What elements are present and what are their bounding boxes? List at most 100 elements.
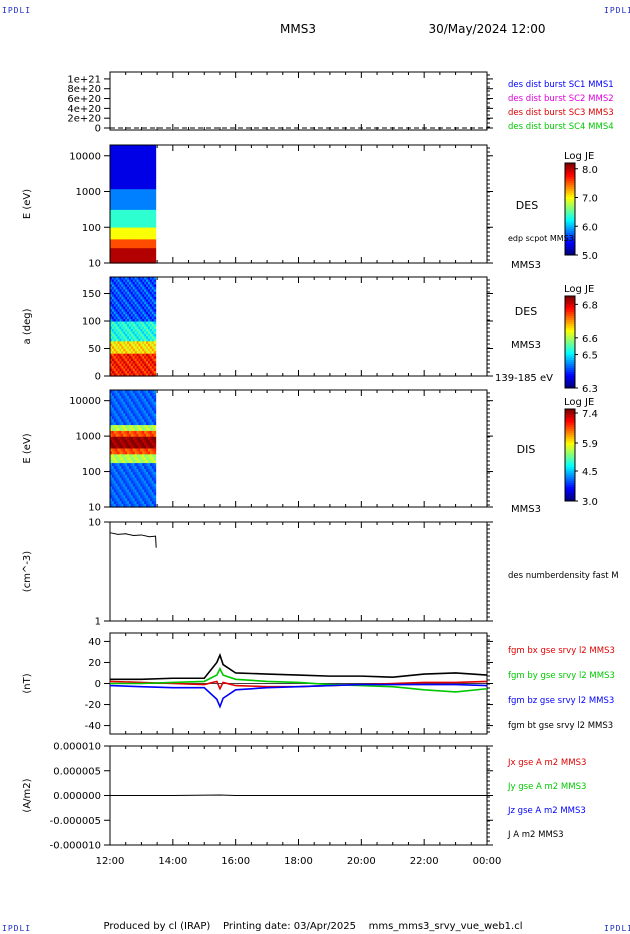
des-pitch-cell — [117, 356, 121, 360]
dis-energy-cell — [130, 492, 134, 496]
dis-energy-cell — [138, 401, 141, 406]
dis-energy-cell — [142, 442, 145, 447]
des-energy-cell — [121, 224, 124, 229]
dis-energy-cell — [119, 430, 122, 435]
dis-energy-cell — [149, 498, 153, 502]
des-pitch-cell — [140, 316, 143, 320]
dis-energy-cell — [153, 480, 157, 485]
des-energy-cell — [119, 171, 122, 176]
des-energy-cell — [130, 260, 134, 264]
dis-energy-cell — [153, 504, 157, 508]
des-pitch-cell — [110, 348, 113, 352]
dis-energy-cell — [117, 466, 121, 470]
dis-energy-cell — [111, 433, 115, 438]
des-energy-cell — [127, 165, 130, 170]
des-pitch-cell — [140, 363, 143, 367]
des-pitch-cell — [117, 336, 121, 340]
des-pitch-cell — [115, 277, 119, 281]
dis-energy-cell — [134, 466, 138, 470]
des-pitch-cell — [149, 366, 153, 370]
dis-energy-cell — [121, 460, 124, 464]
dis-energy-cell — [111, 392, 115, 397]
des-energy-cell — [149, 198, 153, 202]
des-pitch-cell — [151, 333, 155, 337]
des-pitch-cell — [151, 346, 155, 350]
dis-energy-cell — [123, 495, 126, 499]
fgm-b-ytick-label: -20 — [85, 700, 101, 711]
des-energy-cell — [147, 180, 151, 184]
dis-energy-cell — [119, 451, 122, 455]
des-energy-cell — [153, 221, 157, 226]
des-pitch-cell — [147, 311, 151, 315]
dis-energy-cell — [144, 407, 147, 412]
dis-energy-colorbar-cell — [565, 455, 575, 458]
des-energy-cell — [117, 165, 121, 170]
des-energy-cell — [134, 260, 138, 264]
dis-energy-cell — [119, 390, 122, 394]
des-energy-cell — [144, 227, 147, 232]
dis-energy-cell — [115, 480, 119, 485]
des-energy-cell — [140, 168, 143, 173]
dis-energy-cell — [125, 480, 128, 485]
des-pitch-cell — [110, 284, 113, 288]
des-energy-cell — [138, 260, 141, 264]
dis-energy-cell — [138, 398, 141, 403]
dis-energy-cell — [111, 451, 115, 455]
dis-energy-cell — [130, 395, 134, 400]
des-pitch-cell — [140, 331, 143, 335]
des-pitch-cell — [113, 326, 117, 330]
des-energy-cell — [140, 242, 143, 246]
des-pitch-cell — [153, 366, 157, 370]
des-energy-cell — [121, 195, 124, 199]
dis-energy-colorbar-cell — [565, 483, 575, 486]
des-energy-cell — [132, 168, 136, 173]
des-pitch-cell — [127, 361, 130, 365]
dis-energy-cell — [142, 466, 145, 470]
des-pitch-cell — [127, 368, 130, 372]
dis-energy-cell — [144, 392, 147, 397]
des-pitch-colorbar-cell — [565, 372, 575, 375]
des-energy-cell — [138, 168, 141, 173]
des-pitch-cell — [151, 286, 155, 290]
dis-energy-cell — [121, 392, 124, 397]
dis-energy-cell — [132, 404, 136, 409]
dis-energy-cell — [138, 501, 141, 505]
corner-label-bottom-left: IPDLI — [2, 924, 32, 933]
des-pitch-cell — [132, 351, 136, 355]
des-energy-cell — [149, 180, 153, 184]
dis-energy-cell — [123, 489, 126, 493]
des-energy-cell — [121, 147, 124, 152]
dis-energy-cell — [127, 436, 130, 441]
des-energy-cell — [132, 183, 136, 187]
dis-energy-cell — [144, 495, 147, 499]
des-energy-colorbar-cell — [565, 181, 575, 184]
des-pitch-cell — [125, 286, 128, 290]
dis-energy-cell — [146, 419, 149, 423]
des-energy-cell — [128, 251, 132, 255]
des-pitch-cell — [149, 326, 153, 330]
dis-energy-cell — [132, 489, 136, 493]
des-pitch-cell — [110, 328, 113, 333]
fgm-series-2 — [110, 666, 488, 693]
dis-energy-cell — [132, 439, 136, 444]
des-energy-cell — [110, 186, 113, 190]
des-pitch-cell — [142, 314, 145, 318]
des-energy-cell — [130, 195, 134, 199]
des-energy-cell — [149, 204, 153, 208]
des-energy-cell — [117, 198, 121, 202]
des-pitch-cell — [125, 333, 128, 337]
des-pitch-cell — [111, 346, 115, 350]
dis-energy-cell — [144, 398, 147, 403]
dis-energy-cell — [142, 480, 145, 485]
des-energy-cell — [147, 183, 151, 187]
des-energy-cell — [117, 168, 121, 173]
dis-energy-cell — [117, 419, 121, 423]
dis-energy-cell — [140, 445, 143, 450]
dis-energy-cell — [134, 489, 138, 493]
des-energy-cell — [146, 145, 149, 149]
des-pitch-cell — [117, 306, 121, 310]
des-energy-cell — [146, 245, 149, 249]
des-energy-colorbar-cell — [565, 167, 575, 170]
dis-energy-cell — [117, 428, 121, 432]
